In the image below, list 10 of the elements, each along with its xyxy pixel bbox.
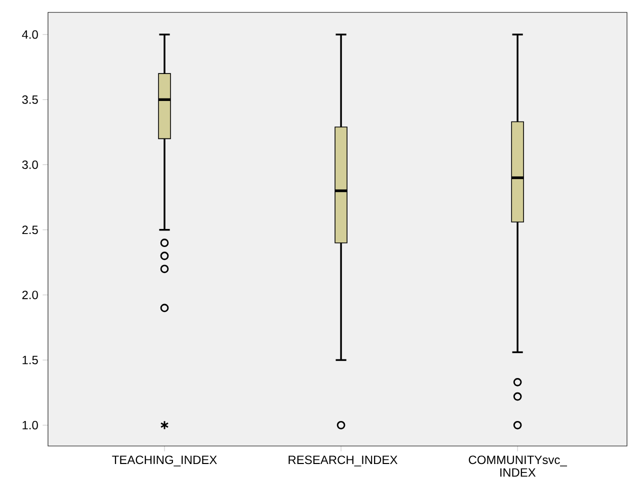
x-tick-label: TEACHING_INDEX <box>112 456 217 466</box>
x-tick-label: COMMUNITYsvc_ INDEX <box>468 456 568 477</box>
y-tick-label: 1.5 <box>22 356 38 364</box>
x-tick-label: RESEARCH_INDEX <box>288 456 398 466</box>
y-tick-label: 4.0 <box>22 30 38 39</box>
y-tick-label: 3.5 <box>22 95 38 104</box>
y-tick-label: 3.0 <box>22 160 38 169</box>
y-tick-label: 2.0 <box>22 290 38 300</box>
y-tick-label: 1.0 <box>22 420 38 430</box>
y-tick-label: 2.5 <box>22 226 38 234</box>
